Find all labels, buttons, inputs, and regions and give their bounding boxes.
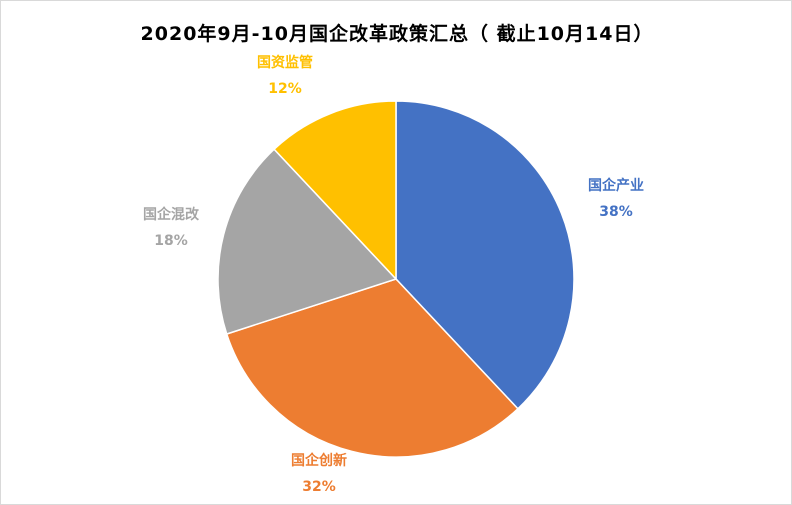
slice-percent-mixed-reform: 18% — [154, 233, 188, 249]
slice-name-industry: 国企产业 — [588, 178, 644, 194]
slice-label-industry: 国企产业 38% — [561, 173, 671, 225]
slice-mixed-reform — [217, 148, 398, 335]
slice-innovation — [225, 278, 519, 458]
slice-percent-industry: 38% — [599, 204, 633, 220]
slice-name-supervision: 国资监管 — [257, 55, 313, 71]
slice-label-mixed-reform: 国企混改 18% — [116, 202, 226, 254]
slice-supervision — [273, 100, 397, 281]
slice-name-mixed-reform: 国企混改 — [143, 207, 199, 223]
slice-label-innovation: 国企创新 32% — [264, 448, 374, 500]
slice-industry — [395, 100, 575, 410]
slice-percent-supervision: 12% — [268, 81, 302, 97]
chart-title: 2020年9月-10月国企改革政策汇总（ 截止10月14日） — [140, 23, 654, 45]
slice-name-innovation: 国企创新 — [291, 453, 347, 469]
slice-label-supervision: 国资监管 12% — [230, 50, 340, 102]
slice-percent-innovation: 32% — [302, 479, 336, 495]
